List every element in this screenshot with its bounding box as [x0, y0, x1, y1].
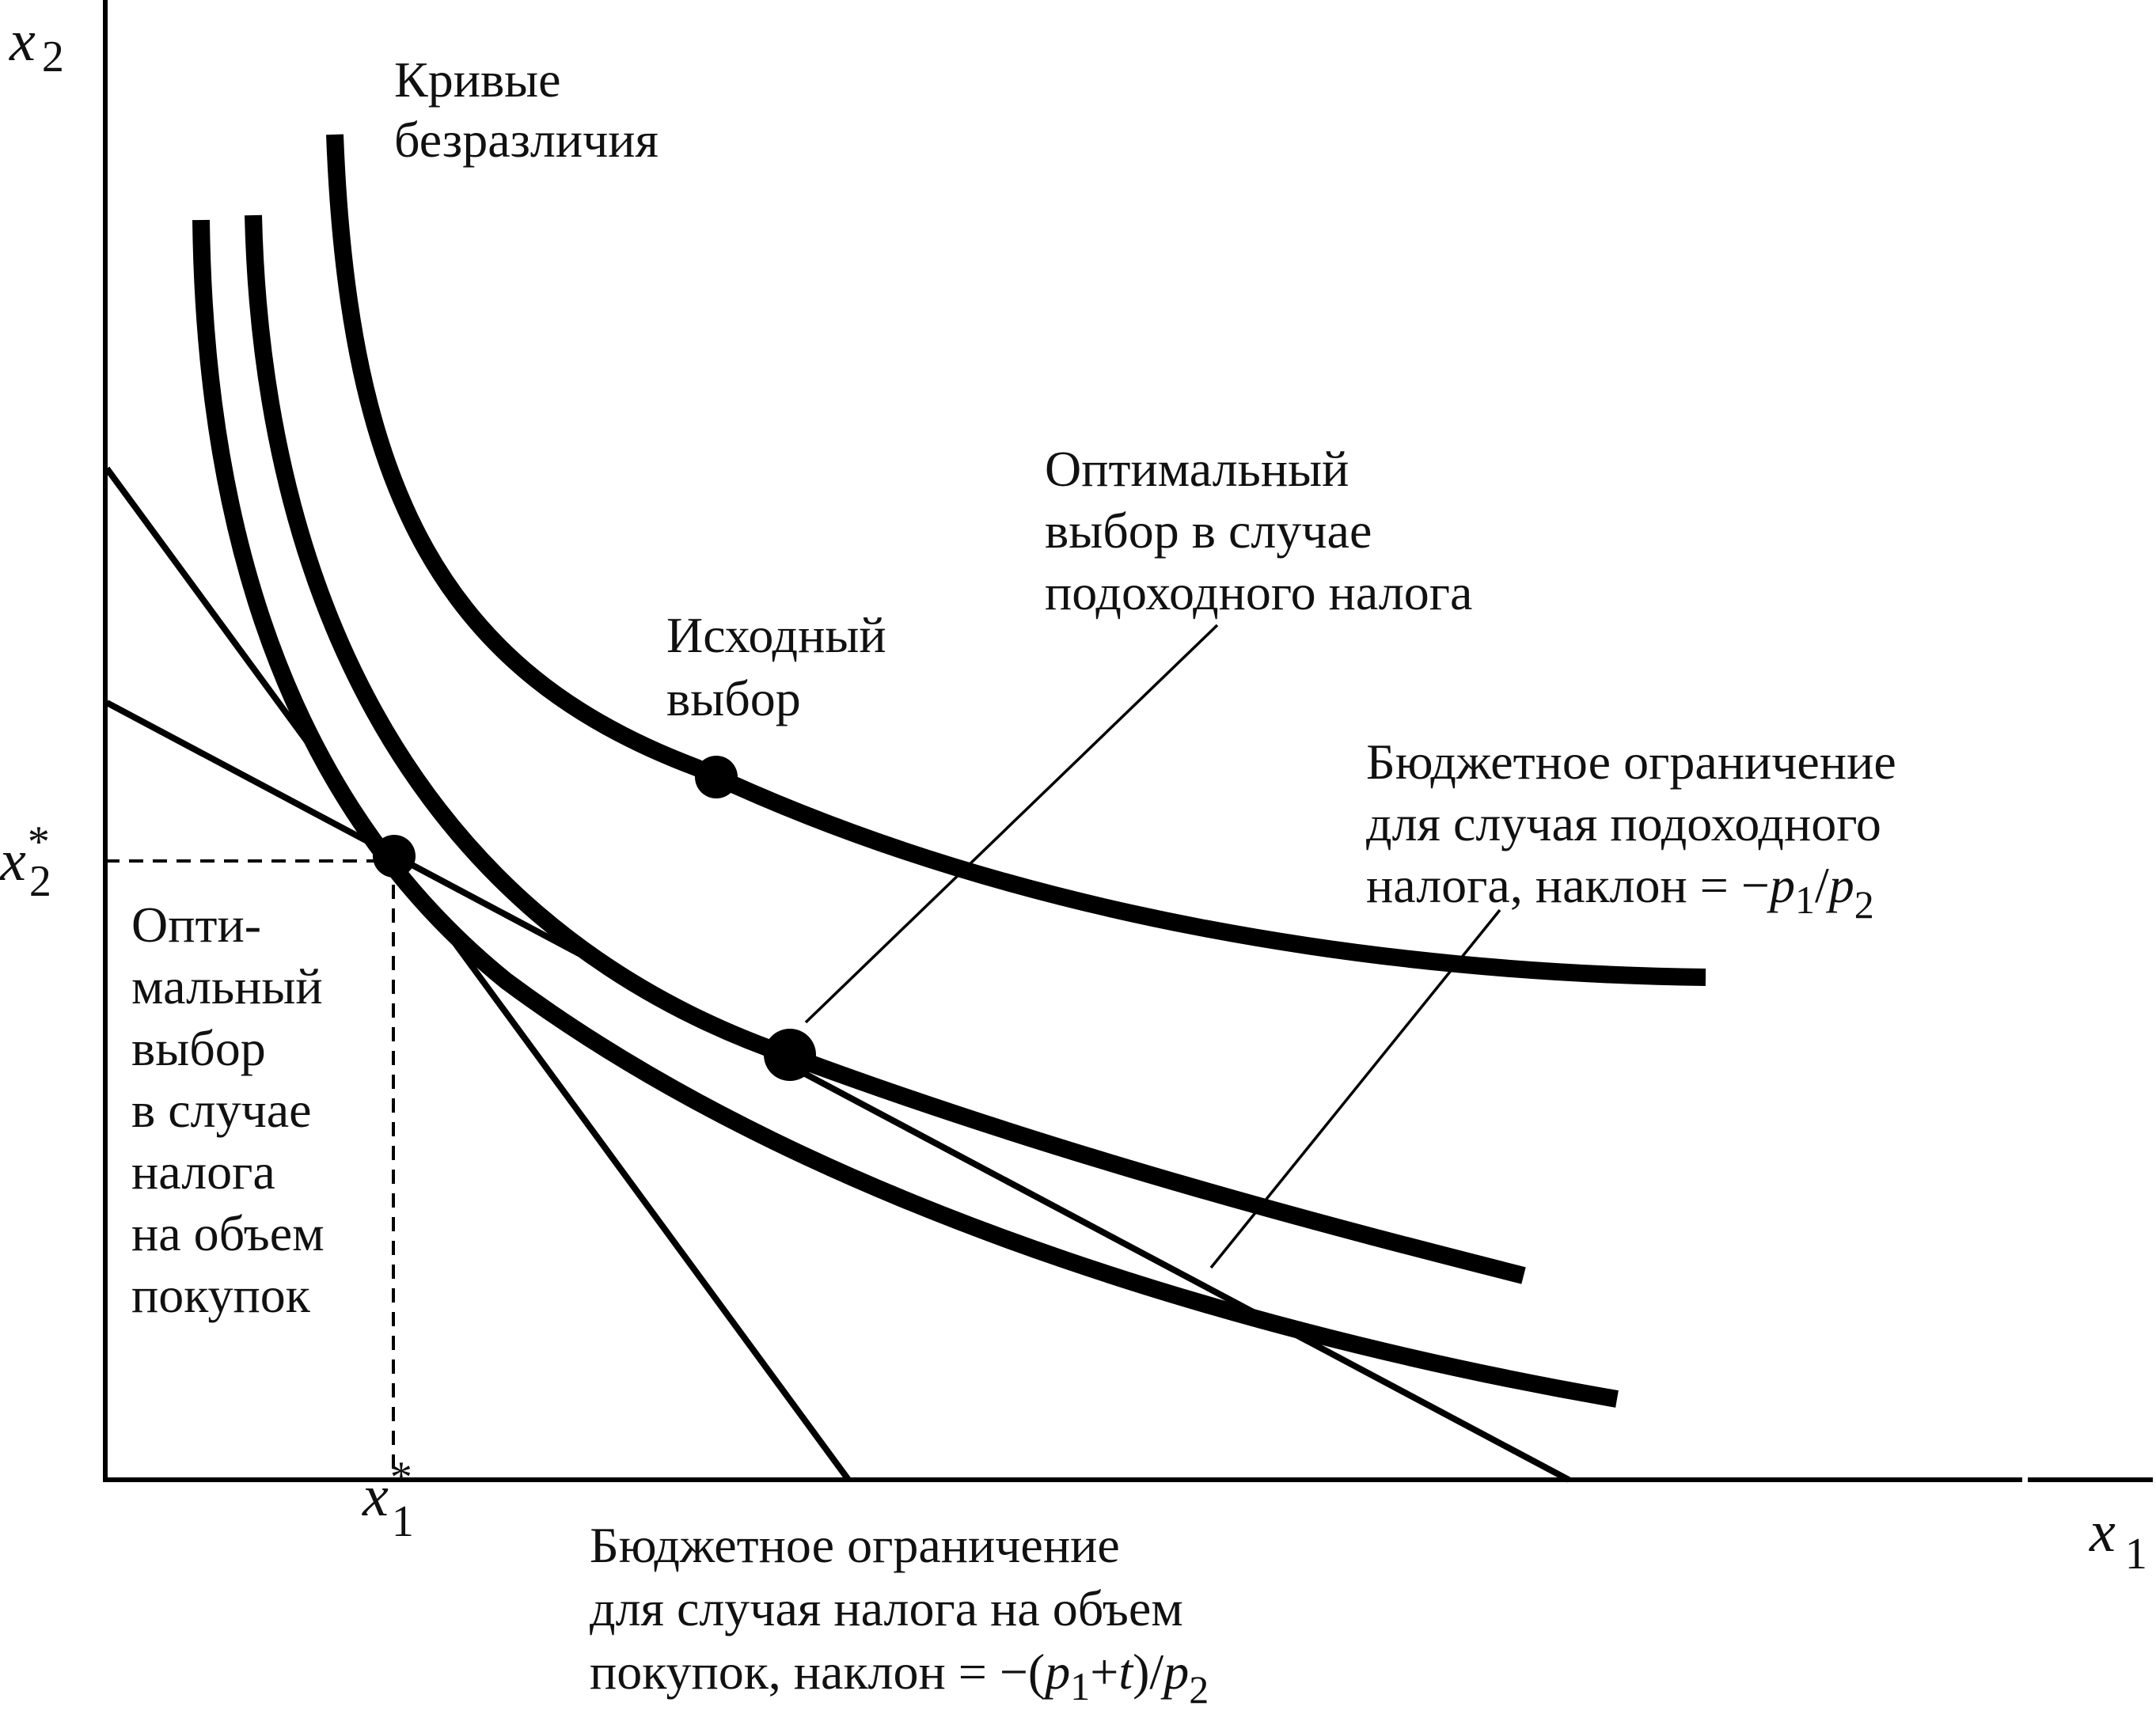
original-choice-label: Исходный выбор: [666, 607, 899, 726]
indifference-curve-middle: [245, 214, 1526, 1284]
quantity-tax-optimum-label: Опти- мальный выбор в случае налога на о…: [131, 897, 337, 1323]
income-tax-optimum-point: [764, 1029, 816, 1081]
y-star-label: x* 2: [0, 817, 51, 906]
income-tax-budget-pointer: [1209, 908, 1501, 1269]
original-choice-point: [695, 756, 738, 798]
x-star-label: x* 1: [362, 1453, 414, 1546]
quantity-tax-budget-line: [104, 466, 852, 1482]
income-tax-budget-line: [105, 700, 1570, 1483]
quantity-tax-optimum-point: [373, 835, 416, 878]
axes: [103, 0, 2153, 1482]
indifference-curve-low: [192, 219, 1619, 1408]
indifference-curves-label: Кривые безразличия: [394, 51, 659, 168]
income-tax-budget-label: Бюджетное ограничение для случая подоход…: [1366, 734, 1909, 927]
quantity-tax-budget-label: Бюджетное ограничение для случая налога …: [590, 1517, 1209, 1712]
income-tax-optimum-label: Оптимальный выбор в случае подоходного н…: [1045, 441, 1472, 620]
income-tax-optimum-pointer: [804, 624, 1219, 1024]
